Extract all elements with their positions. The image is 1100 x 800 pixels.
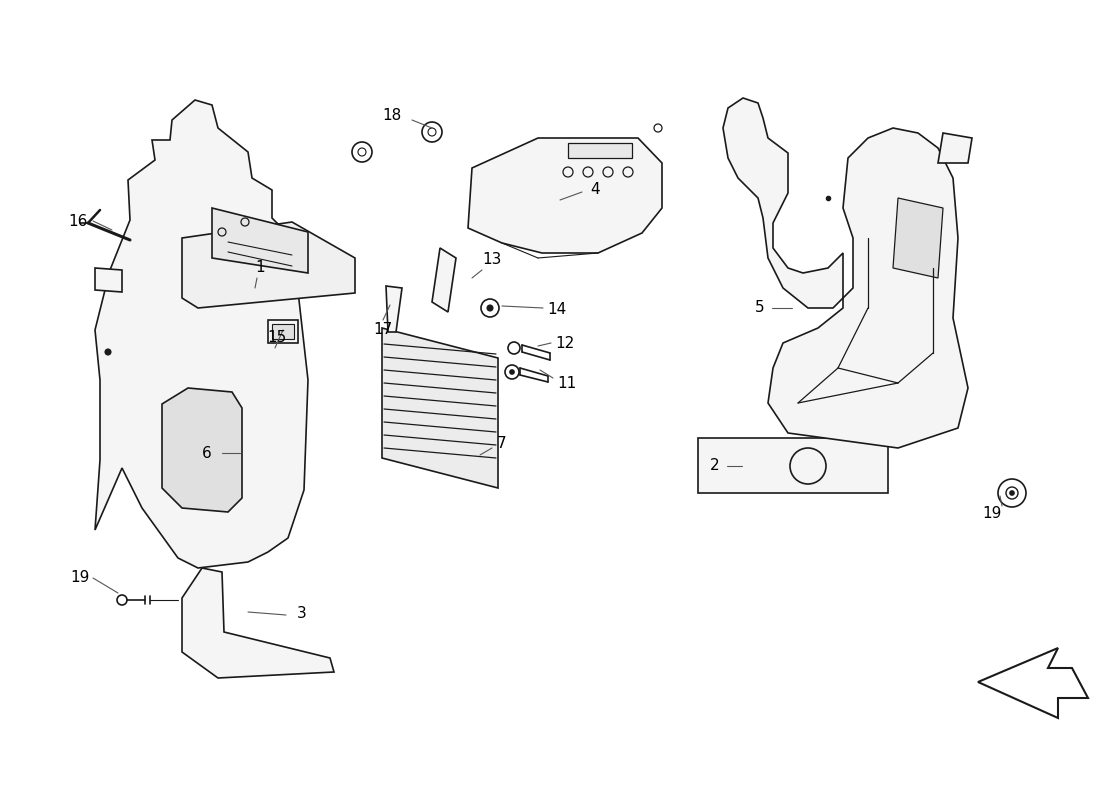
Text: 12: 12 [556, 335, 574, 350]
Text: 7: 7 [497, 435, 507, 450]
Text: 3: 3 [297, 606, 307, 621]
Text: 19: 19 [982, 506, 1002, 521]
Text: 4: 4 [591, 182, 600, 198]
Polygon shape [272, 324, 294, 339]
Circle shape [1010, 491, 1014, 495]
Text: 1: 1 [255, 261, 265, 275]
Text: 15: 15 [267, 330, 287, 346]
Circle shape [487, 305, 493, 311]
Text: 13: 13 [482, 253, 502, 267]
Polygon shape [386, 286, 402, 332]
Polygon shape [95, 268, 122, 292]
Polygon shape [382, 328, 498, 488]
Polygon shape [938, 133, 972, 163]
Text: 17: 17 [373, 322, 393, 338]
Polygon shape [893, 198, 943, 278]
Text: 16: 16 [68, 214, 88, 229]
Polygon shape [568, 143, 632, 158]
Polygon shape [432, 248, 456, 312]
Polygon shape [162, 388, 242, 512]
Text: 11: 11 [558, 375, 576, 390]
Polygon shape [182, 222, 355, 308]
Polygon shape [723, 98, 968, 448]
Text: 19: 19 [70, 570, 90, 586]
Circle shape [104, 349, 111, 355]
Text: 14: 14 [548, 302, 566, 318]
Text: 5: 5 [756, 301, 764, 315]
Polygon shape [978, 648, 1088, 718]
Polygon shape [182, 568, 334, 678]
Polygon shape [268, 320, 298, 343]
Polygon shape [468, 138, 662, 253]
Text: 6: 6 [202, 446, 212, 461]
Polygon shape [698, 438, 888, 493]
Circle shape [510, 370, 514, 374]
Polygon shape [212, 208, 308, 273]
Polygon shape [95, 100, 308, 568]
Text: 18: 18 [383, 109, 402, 123]
Text: 2: 2 [711, 458, 719, 474]
